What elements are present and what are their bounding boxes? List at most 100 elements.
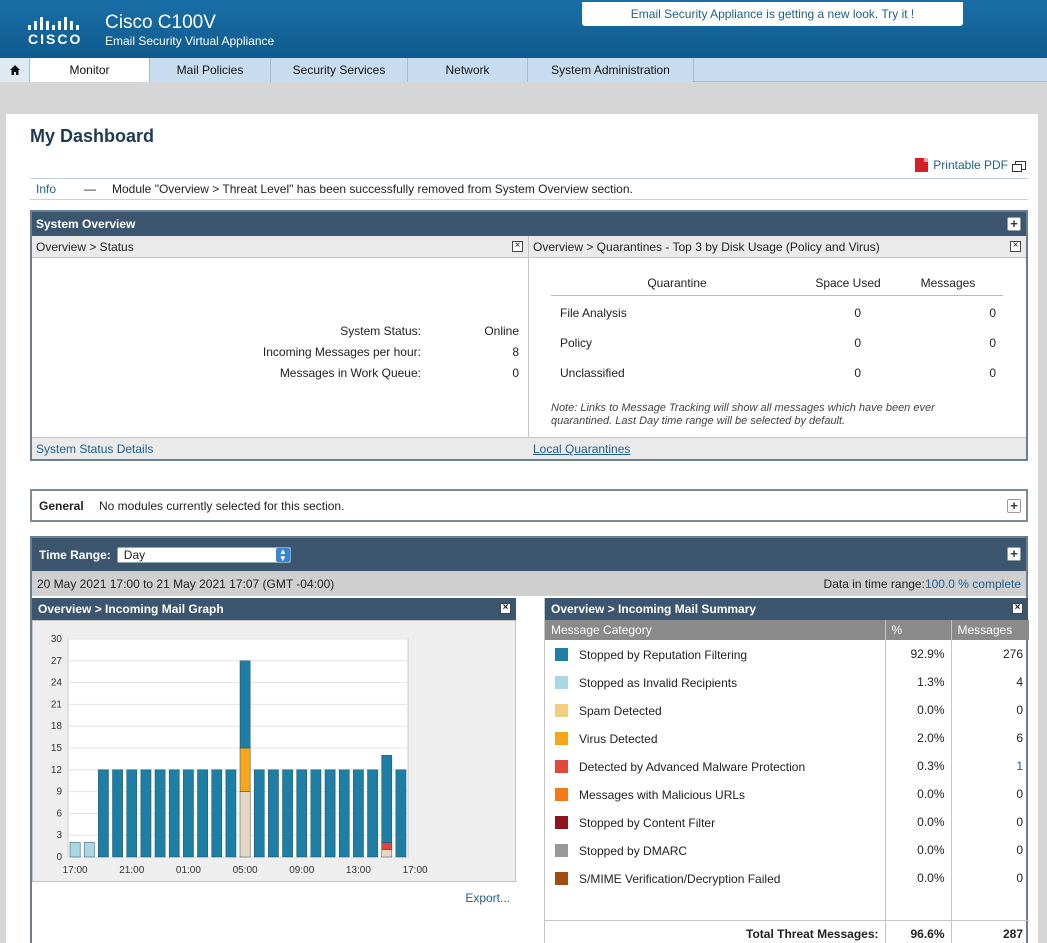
home-icon bbox=[9, 65, 20, 75]
category-count: 0 bbox=[1016, 703, 1023, 717]
category-color-swatch bbox=[555, 703, 568, 717]
printable-pdf-link[interactable]: Printable PDF bbox=[915, 158, 1026, 172]
time-range-text: 20 May 2021 17:00 to 21 May 2021 17:07 (… bbox=[37, 576, 335, 591]
column-header: % bbox=[885, 620, 952, 640]
y-tick-label: 24 bbox=[51, 678, 63, 689]
bar-segment bbox=[211, 769, 223, 858]
summary-category-cell: Messages with Malicious URLs bbox=[545, 780, 886, 808]
add-general-module-button[interactable]: + bbox=[1007, 499, 1021, 513]
y-tick-label: 0 bbox=[56, 852, 62, 863]
popout-icon bbox=[1012, 160, 1026, 172]
graph-area: 0 3 6 9 12 15 18 21 24 27 30 17:00 21:00 01:00 05:00 09… bbox=[32, 620, 516, 882]
bar-segment bbox=[225, 769, 237, 858]
category-label: Stopped as Invalid Recipients bbox=[579, 675, 738, 690]
category-count: 6 bbox=[1016, 731, 1023, 745]
nav-tab-monitor[interactable]: Monitor bbox=[30, 58, 150, 82]
summary-category-cell: Stopped by Content Filter bbox=[545, 808, 886, 836]
category-label: Stopped by DMARC bbox=[579, 843, 688, 858]
summary-row: Stopped by DMARC 0.0% 0 bbox=[545, 836, 1029, 864]
category-color-swatch bbox=[555, 759, 568, 773]
add-report-module-button[interactable]: + bbox=[1007, 547, 1021, 561]
bar-segment bbox=[253, 769, 265, 858]
y-tick-label: 27 bbox=[51, 656, 63, 667]
data-completeness-value: 100.0 % complete bbox=[924, 576, 1021, 591]
category-count: 0 bbox=[1016, 787, 1023, 801]
status-module-header: Overview > Status × bbox=[32, 236, 528, 258]
quarantines-note-line: Note: Links to Message Tracking will sho… bbox=[551, 402, 935, 414]
column-header: Space Used bbox=[815, 275, 881, 290]
quarantines-module-title: Overview > Quarantines - Top 3 by Disk U… bbox=[533, 240, 880, 254]
bar-segment bbox=[69, 842, 81, 858]
bar-segment bbox=[381, 849, 393, 858]
summary-category-cell: Stopped by DMARC bbox=[545, 836, 886, 864]
system-overview-panel: System Overview + Overview > Status × Sy… bbox=[30, 210, 1028, 461]
bar-segment bbox=[168, 769, 180, 858]
close-quarantines-module-button[interactable]: × bbox=[1010, 241, 1021, 252]
summary-row: Messages with Malicious URLs 0.0% 0 bbox=[545, 780, 1029, 808]
x-tick-label: 01:00 bbox=[176, 865, 201, 876]
y-tick-label: 21 bbox=[51, 699, 63, 710]
category-percent: 0.0% bbox=[885, 836, 952, 864]
page-content: My Dashboard Printable PDF Info — Module… bbox=[6, 114, 1038, 943]
export-link[interactable]: Export... bbox=[465, 891, 510, 905]
x-tick-label: 09:00 bbox=[289, 865, 314, 876]
product-title-block: Cisco C100V Email Security Virtual Appli… bbox=[105, 12, 274, 48]
column-header: Messages bbox=[920, 275, 976, 290]
summary-row: Detected by Advanced Malware Protection 0… bbox=[545, 752, 1029, 780]
bar-segment bbox=[282, 769, 293, 858]
nav-tab-network[interactable]: Network bbox=[408, 58, 528, 82]
column-header: Message Category bbox=[545, 620, 886, 640]
quarantines-table: Quarantine Space Used Messages File Anal… bbox=[551, 270, 1003, 388]
status-row: Incoming Messages per hour: 8 bbox=[32, 341, 529, 362]
data-completeness-label: Data in time range: bbox=[823, 576, 925, 591]
nav-tab-security-services[interactable]: Security Services bbox=[271, 58, 408, 82]
summary-category-cell: Virus Detected bbox=[545, 724, 886, 752]
pdf-icon bbox=[915, 158, 929, 172]
quarantine-name: Unclassified bbox=[560, 366, 625, 380]
status-row-value: 0 bbox=[512, 365, 519, 380]
quarantines-module-footer: Local Quarantines bbox=[529, 437, 1026, 459]
close-incoming-summary-button[interactable]: × bbox=[1012, 603, 1023, 614]
status-row-label: Incoming Messages per hour: bbox=[262, 344, 421, 359]
info-message: Module "Overview > Threat Level" has bee… bbox=[112, 182, 633, 196]
category-count[interactable]: 1 bbox=[1016, 759, 1023, 773]
system-overview-header: System Overview + bbox=[32, 212, 1026, 236]
bar-segment bbox=[183, 769, 194, 858]
cisco-logo-bars bbox=[28, 14, 82, 30]
quarantines-module: Overview > Quarantines - Top 3 by Disk U… bbox=[529, 236, 1026, 459]
status-row-label: Messages in Work Queue: bbox=[279, 365, 421, 380]
quarantine-messages: 0 bbox=[989, 306, 996, 320]
cisco-logo-word: cisco bbox=[28, 31, 83, 47]
home-button[interactable] bbox=[0, 58, 30, 82]
summary-category-cell: S/MIME Verification/Decryption Failed bbox=[545, 864, 886, 892]
bar-segment bbox=[381, 755, 393, 843]
main-nav: Monitor Mail Policies Security Services … bbox=[0, 58, 1047, 82]
add-module-button[interactable]: + bbox=[1007, 217, 1021, 231]
y-tick-label: 3 bbox=[56, 830, 62, 841]
time-range-select[interactable]: Day ▲ ▼ bbox=[116, 546, 291, 563]
page-title: My Dashboard bbox=[30, 126, 155, 146]
nav-tab-system-administration[interactable]: System Administration bbox=[528, 58, 694, 82]
close-incoming-graph-button[interactable]: × bbox=[500, 603, 511, 614]
new-look-banner-link[interactable]: Email Security Appliance is getting a ne… bbox=[582, 2, 963, 26]
printable-pdf-label: Printable PDF bbox=[933, 158, 1008, 172]
bar-segment bbox=[239, 660, 251, 749]
system-status-details-link[interactable]: System Status Details bbox=[36, 442, 154, 456]
category-count: 0 bbox=[1016, 871, 1023, 885]
quarantines-note: Note: Links to Message Tracking will sho… bbox=[551, 402, 935, 428]
summary-row: Stopped by Content Filter 0.0% 0 bbox=[545, 808, 1029, 836]
y-tick-label: 30 bbox=[51, 634, 63, 645]
category-color-swatch bbox=[555, 815, 568, 829]
incoming-mail-graph-header: Overview > Incoming Mail Graph × bbox=[32, 598, 516, 620]
summary-spacer-row bbox=[545, 892, 1029, 920]
reports-section: Time Range: Day ▲ ▼ + 20 May 2021 17:00 t… bbox=[30, 536, 1029, 943]
category-label: Messages with Malicious URLs bbox=[579, 787, 746, 802]
summary-total-row: Total Threat Messages: 96.6% 287 bbox=[545, 920, 1029, 943]
quarantine-space: 0 bbox=[854, 306, 861, 320]
x-tick-label: 17:00 bbox=[63, 865, 88, 876]
close-status-module-button[interactable]: × bbox=[512, 241, 523, 252]
local-quarantines-link[interactable]: Local Quarantines bbox=[533, 442, 631, 456]
category-percent: 0.0% bbox=[885, 696, 952, 724]
incoming-mail-summary-module: Overview > Incoming Mail Summary × Messa… bbox=[544, 598, 1029, 943]
nav-tab-mail-policies[interactable]: Mail Policies bbox=[150, 58, 271, 82]
